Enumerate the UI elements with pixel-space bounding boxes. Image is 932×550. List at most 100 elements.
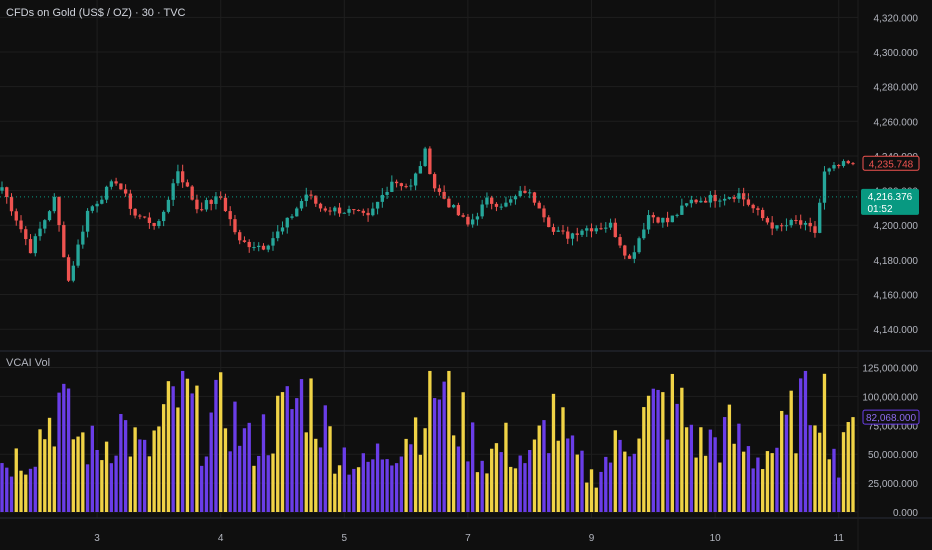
candle-body bbox=[128, 193, 133, 209]
volume-bar bbox=[832, 448, 836, 512]
candle-body bbox=[9, 196, 14, 212]
candle-body bbox=[551, 227, 556, 232]
volume-bar bbox=[575, 454, 579, 512]
volume-bar bbox=[765, 451, 770, 512]
volume-bar bbox=[499, 452, 503, 512]
candle-body bbox=[570, 233, 575, 239]
candle-body bbox=[646, 215, 651, 230]
volume-bar bbox=[161, 404, 166, 512]
volume-bar bbox=[585, 482, 589, 512]
candle-body bbox=[333, 207, 337, 212]
candle-body bbox=[832, 165, 836, 169]
volume-bar bbox=[299, 379, 304, 512]
volume-bar bbox=[813, 425, 817, 512]
candle-body bbox=[703, 200, 708, 203]
candle-body bbox=[851, 163, 855, 165]
candle-body bbox=[228, 211, 232, 220]
volume-bar bbox=[290, 409, 294, 512]
volume-bar bbox=[665, 439, 670, 512]
candle-body bbox=[209, 200, 213, 204]
volume-bar bbox=[651, 388, 655, 512]
volume-bar bbox=[456, 446, 461, 512]
candle-body bbox=[708, 194, 713, 203]
volume-bar bbox=[409, 444, 413, 512]
volume-bar bbox=[756, 457, 760, 512]
volume-bar bbox=[580, 450, 584, 512]
volume-bar bbox=[109, 463, 114, 512]
candle-body bbox=[651, 215, 655, 218]
candle-body bbox=[585, 228, 589, 231]
candle-body bbox=[456, 205, 461, 216]
candle-body bbox=[418, 166, 423, 174]
volume-bar bbox=[295, 398, 299, 512]
candle-body bbox=[238, 232, 242, 241]
candle-body bbox=[309, 194, 313, 196]
candle-body bbox=[756, 208, 760, 210]
volume-bar bbox=[328, 426, 332, 512]
candle-body bbox=[138, 215, 142, 217]
candle-body bbox=[494, 203, 499, 207]
candle-body bbox=[737, 193, 741, 199]
volume-bar bbox=[841, 432, 846, 512]
price-axis-label: 4,280.000 bbox=[874, 83, 919, 94]
candle-body bbox=[532, 192, 537, 203]
candle-body bbox=[632, 252, 636, 259]
volume-bar bbox=[342, 447, 346, 512]
candle-body bbox=[323, 208, 327, 211]
candle-body bbox=[190, 186, 194, 200]
volume-axis-label: 0.000 bbox=[893, 508, 918, 519]
candle-body bbox=[257, 245, 261, 248]
candle-body bbox=[152, 222, 156, 227]
volume-bar bbox=[323, 405, 327, 512]
candle-body bbox=[399, 183, 404, 187]
candle-body bbox=[447, 198, 451, 208]
volume-bar bbox=[52, 446, 56, 512]
volume-bar bbox=[176, 407, 180, 512]
candle-body bbox=[314, 195, 318, 204]
volume-bar bbox=[432, 398, 437, 512]
volume-bar bbox=[504, 422, 508, 512]
volume-bar bbox=[466, 461, 470, 512]
candle-body bbox=[575, 233, 579, 235]
price-axis-label: 4,300.000 bbox=[874, 48, 919, 59]
current-price-tag bbox=[861, 188, 919, 215]
candle-body bbox=[204, 200, 209, 210]
candle-body bbox=[722, 198, 727, 201]
candle-body bbox=[589, 228, 594, 232]
volume-bar bbox=[413, 417, 418, 512]
volume-bar bbox=[661, 392, 665, 512]
candle-body bbox=[337, 207, 342, 214]
candle-body bbox=[623, 245, 627, 256]
candle-body bbox=[247, 241, 251, 248]
volume-bar bbox=[708, 429, 713, 512]
volume-bar bbox=[266, 455, 270, 512]
candle-body bbox=[599, 228, 603, 230]
volume-bar bbox=[737, 423, 741, 512]
volume-bar bbox=[318, 447, 323, 512]
volume-bar bbox=[28, 468, 33, 512]
candle-body bbox=[33, 236, 37, 254]
candle-body bbox=[356, 210, 361, 212]
volume-bar bbox=[19, 470, 23, 512]
volume-bar bbox=[837, 477, 841, 512]
candle-body bbox=[280, 227, 285, 232]
candle-body bbox=[461, 215, 465, 217]
volume-current-label: 82,068.000 bbox=[866, 413, 916, 424]
candle-body bbox=[485, 197, 489, 205]
volume-bar bbox=[142, 439, 147, 512]
volume-bar bbox=[822, 373, 827, 512]
candle-body bbox=[746, 199, 751, 205]
candle-body bbox=[180, 171, 185, 183]
volume-bar bbox=[618, 439, 622, 512]
volume-pane-title: VCAI Vol bbox=[6, 357, 51, 369]
candle-body bbox=[285, 217, 289, 228]
volume-bar bbox=[309, 378, 313, 512]
volume-bar bbox=[280, 392, 285, 512]
candle-body bbox=[371, 208, 375, 216]
price-axis-label: 4,180.000 bbox=[874, 256, 919, 267]
volume-bar bbox=[461, 392, 465, 512]
candle-body bbox=[133, 208, 137, 216]
volume-bar bbox=[523, 463, 527, 512]
candle-body bbox=[90, 206, 94, 211]
